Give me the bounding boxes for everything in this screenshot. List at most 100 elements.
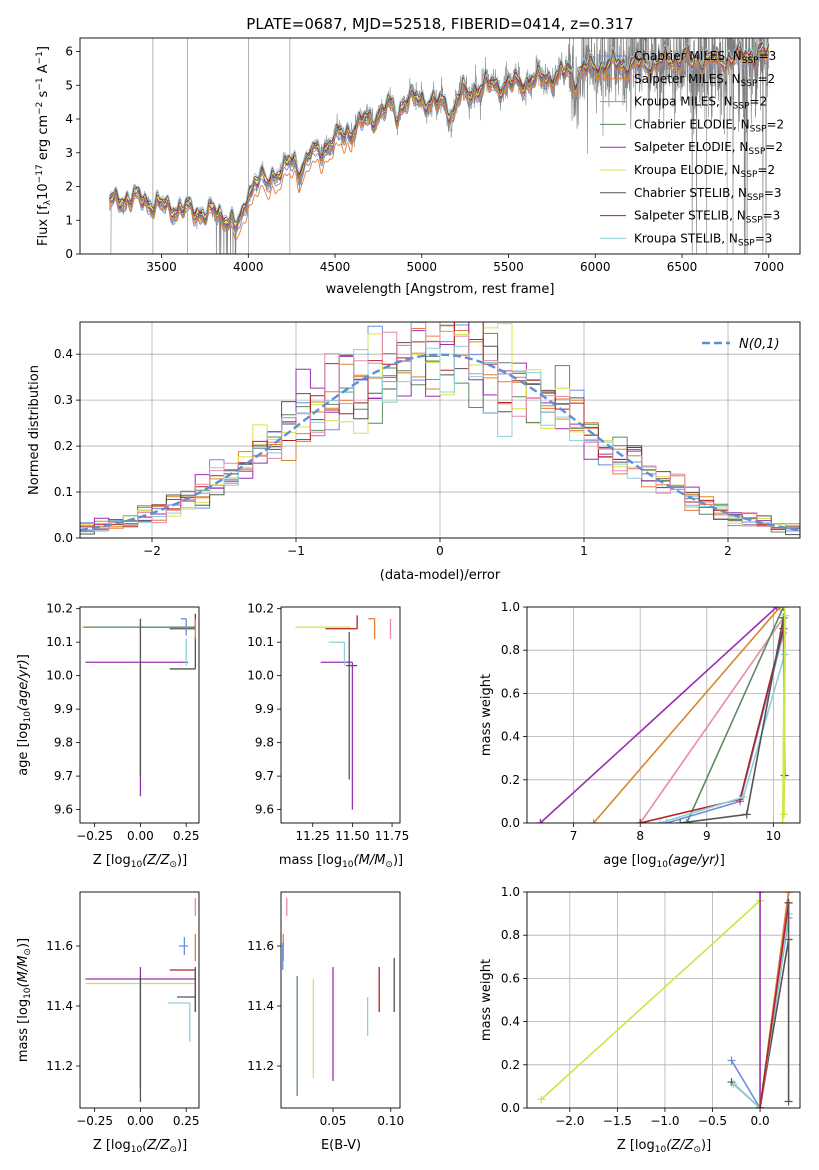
y-tick-label: 0.4 — [501, 730, 520, 744]
y-tick-label: 10.1 — [247, 635, 274, 649]
x-tick-label: 6500 — [667, 260, 698, 274]
weight_vs_age-plot-area — [527, 607, 800, 823]
x-tick-label: 8 — [636, 829, 644, 843]
y-tick-label: 9.8 — [54, 736, 73, 750]
x-axis-label: Z [log10(Z/Z⊙)] — [93, 1138, 187, 1155]
x-axis-label: (data-model)/error — [380, 568, 501, 583]
figure-title: PLATE=0687, MJD=52518, FIBERID=0414, z=0… — [246, 15, 633, 33]
y-tick-label: 9.7 — [54, 769, 73, 783]
weight-series — [682, 607, 788, 823]
residuals-panel: −2 −1 0 1 2 0.0 0.1 0.2 0.3 0.4 (data-model)/error… — [27, 321, 801, 583]
x-tick-label: 0.00 — [127, 1114, 154, 1128]
y-tick-label: 0.3 — [54, 393, 73, 407]
axes-frame — [526, 891, 801, 1109]
errorbar-point — [180, 618, 187, 636]
x-axis-label: E(B-V) — [321, 1138, 361, 1153]
y-tick-label: 0.4 — [54, 347, 73, 361]
weight-line — [732, 913, 790, 1108]
weight-marker — [729, 1080, 738, 1089]
weight-line — [539, 607, 778, 823]
x-tick-label: 0.00 — [127, 829, 154, 843]
x-axis-label: wavelength [Angstrom, rest frame] — [326, 282, 555, 297]
spectrum-panel: 3500 4000 4500 5000 5500 6000 6500 7000 0 1 2 3 4 5 6 w… — [35, 37, 801, 297]
weight-line — [666, 632, 785, 823]
y-tick-label: 4 — [65, 112, 73, 126]
y-tick-label: 9.6 — [54, 803, 73, 817]
weight-series — [656, 650, 789, 823]
weight-line — [639, 617, 785, 823]
y-tick-label: 10.2 — [247, 602, 274, 616]
errorbar-point — [368, 618, 376, 639]
spectrum-plot-area — [109, 38, 770, 254]
y-tick-label: 11.6 — [247, 939, 274, 953]
y-tick-label: 0.8 — [501, 643, 520, 657]
y-tick-label: 10.2 — [46, 602, 73, 616]
y-tick-label: 0.0 — [54, 531, 73, 545]
errorbar-point — [140, 613, 196, 628]
age_vs_Z-plot-area — [81, 613, 196, 797]
legend-label: Salpeter STELIB, NSSP=3 — [634, 209, 780, 226]
y-tick-label: 2 — [65, 180, 73, 194]
model-spectrum — [109, 39, 770, 222]
y-tick-label: 1 — [65, 213, 73, 227]
y-tick-label: 10.0 — [46, 669, 73, 683]
x-tick-label: 4500 — [320, 260, 351, 274]
y-tick-label: 9.7 — [255, 769, 274, 783]
y-tick-label: 1.0 — [501, 885, 520, 899]
y-tick-label: 0.6 — [501, 971, 520, 985]
y-tick-label: 0 — [65, 247, 73, 261]
errorbar-point — [167, 1002, 191, 1042]
x-tick-label: −1 — [287, 544, 305, 558]
weight-marker — [636, 819, 645, 823]
weight_vs_age-axes: 7 8 9 10 0.0 0.2 0.4 0.6 0.8 1.0 age [log10(age/yr… — [479, 600, 801, 870]
errorbar-point — [320, 661, 354, 810]
legend-label: N(0,1) — [739, 337, 780, 352]
weight-line — [781, 607, 786, 823]
y-tick-label: 11.6 — [46, 939, 73, 953]
weight-marker — [682, 819, 691, 823]
errorbar-point — [169, 969, 196, 1012]
x-tick-label: 11.25 — [296, 829, 330, 843]
y-tick-label: 0.2 — [501, 773, 520, 787]
legend-label: Chabrier ELODIE, NSSP=2 — [634, 117, 784, 134]
mass_vs_ebv-plot-area — [282, 898, 395, 1096]
errorbar-point — [178, 937, 189, 955]
weight-series — [780, 611, 790, 819]
weight-line — [659, 654, 786, 823]
weight-marker — [779, 607, 788, 611]
y-axis-label: mass weight — [479, 674, 494, 756]
age_vs_mass-plot-area — [295, 615, 392, 810]
x-tick-label: 11.75 — [375, 829, 409, 843]
weight-line — [592, 607, 781, 823]
errorbar-point — [169, 635, 196, 670]
y-tick-label: 11.2 — [247, 1059, 274, 1073]
legend-label: Kroupa STELIB, NSSP=3 — [634, 231, 772, 248]
errorbar-point — [325, 615, 358, 630]
weight-marker — [676, 819, 685, 823]
y-tick-label: 0.0 — [501, 1101, 520, 1115]
spectrum-legend: Chabrier MILES, NSSP=3 Salpeter MILES, NS… — [600, 49, 784, 248]
normal-curve — [80, 353, 800, 532]
weight_vs_Z-plot-area — [527, 892, 800, 1108]
axes-frame — [79, 37, 801, 255]
x-tick-label: −1.0 — [650, 1114, 679, 1128]
y-axis-label: mass weight — [479, 959, 494, 1041]
model-spectrum — [109, 40, 770, 223]
x-tick-label: 10 — [766, 829, 781, 843]
x-tick-label: −0.25 — [76, 829, 113, 843]
x-tick-label: −2.0 — [555, 1114, 584, 1128]
y-tick-label: 0.1 — [54, 485, 73, 499]
weight-line — [759, 902, 790, 1108]
weight-line — [640, 628, 785, 823]
weight-marker — [776, 607, 785, 611]
x-tick-label: 0.25 — [173, 829, 200, 843]
y-tick-label: 11.2 — [46, 1059, 73, 1073]
y-tick-label: 0.0 — [501, 816, 520, 830]
weight-series — [784, 898, 793, 1106]
legend-label: Chabrier MILES, NSSP=3 — [634, 49, 776, 66]
legend-label: Salpeter MILES, NSSP=2 — [634, 72, 775, 89]
age_vs_Z-axes: −0.25 0.00 0.25 9.6 9.7 9.8 9.9 10.0 10.1 10.2 Z [… — [16, 602, 200, 870]
residuals-plot-area — [80, 322, 800, 538]
weight-series — [589, 607, 785, 823]
errorbar-point — [177, 967, 196, 1012]
